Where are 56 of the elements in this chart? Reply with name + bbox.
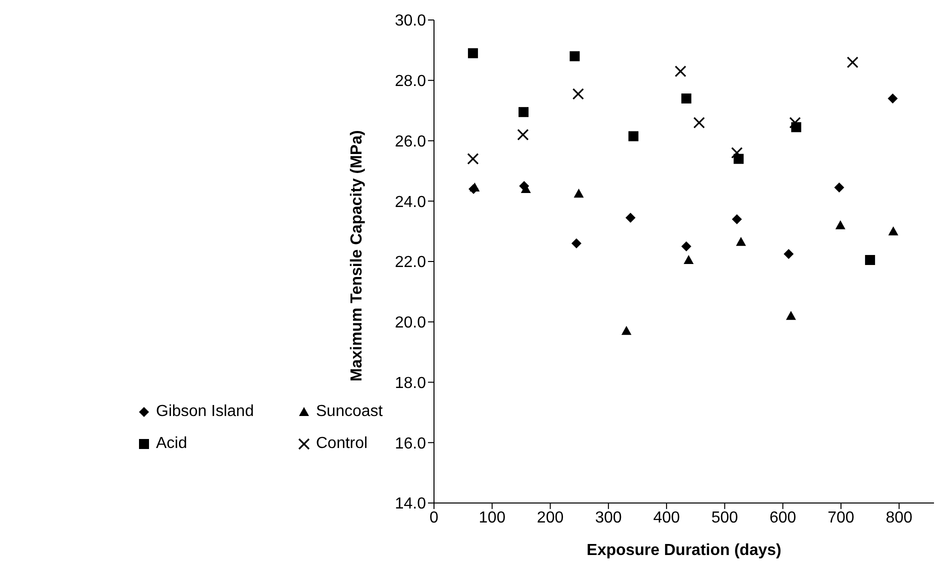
point <box>681 93 692 104</box>
point <box>865 254 876 265</box>
point <box>684 254 694 264</box>
y-tick-label: 28.0 <box>394 73 426 90</box>
point <box>518 107 529 118</box>
point <box>791 122 802 132</box>
y-tick-label: 30.0 <box>394 12 426 30</box>
legend-label: Control <box>316 435 368 453</box>
point <box>468 48 478 58</box>
point <box>736 236 746 246</box>
point <box>628 131 638 142</box>
y-tick-label: 24.0 <box>394 194 426 211</box>
point <box>786 310 796 320</box>
point <box>571 238 582 248</box>
x-tick-label: 100 <box>478 509 506 526</box>
y-tick-label: 22.0 <box>394 254 426 272</box>
point <box>517 128 529 141</box>
x-tick-label: 300 <box>595 509 622 526</box>
x-tick-label: 0 <box>430 509 439 526</box>
point <box>731 147 743 159</box>
x-tick-label: 500 <box>711 509 738 526</box>
y-tick-label: 16.0 <box>394 435 426 452</box>
point <box>835 220 846 230</box>
y-axis-title: Maximum Tensile Capacity (MPa) <box>348 130 366 382</box>
point <box>626 212 636 223</box>
point <box>888 226 898 236</box>
point <box>732 214 742 224</box>
y-tick-label: 14.0 <box>394 496 426 513</box>
point <box>519 181 530 192</box>
point <box>570 51 580 62</box>
point <box>789 116 801 128</box>
point <box>572 88 584 100</box>
legend-label: Gibson Island <box>156 403 254 421</box>
x-tick-label: 700 <box>828 509 854 526</box>
point <box>621 326 632 335</box>
point <box>784 248 794 259</box>
point <box>834 182 844 193</box>
point <box>846 56 858 68</box>
point <box>468 184 479 194</box>
x-tick-label: 200 <box>536 509 564 526</box>
x-tick-label: 400 <box>653 509 680 526</box>
point <box>888 93 898 104</box>
point <box>467 153 479 165</box>
y-tick-label: 20.0 <box>394 314 426 332</box>
x-axis-title: Exposure Duration (days) <box>586 542 782 559</box>
point <box>734 154 744 164</box>
point <box>681 241 692 252</box>
legend-label: Suncoast <box>316 403 383 421</box>
point <box>674 66 686 78</box>
x-tick-label: 600 <box>769 509 796 526</box>
y-tick-label: 26.0 <box>394 133 426 150</box>
x-tick-label: 800 <box>886 509 913 526</box>
y-tick-label: 18.0 <box>394 374 426 392</box>
legend-label: Acid <box>156 435 188 453</box>
point <box>574 188 584 198</box>
point <box>693 116 705 128</box>
